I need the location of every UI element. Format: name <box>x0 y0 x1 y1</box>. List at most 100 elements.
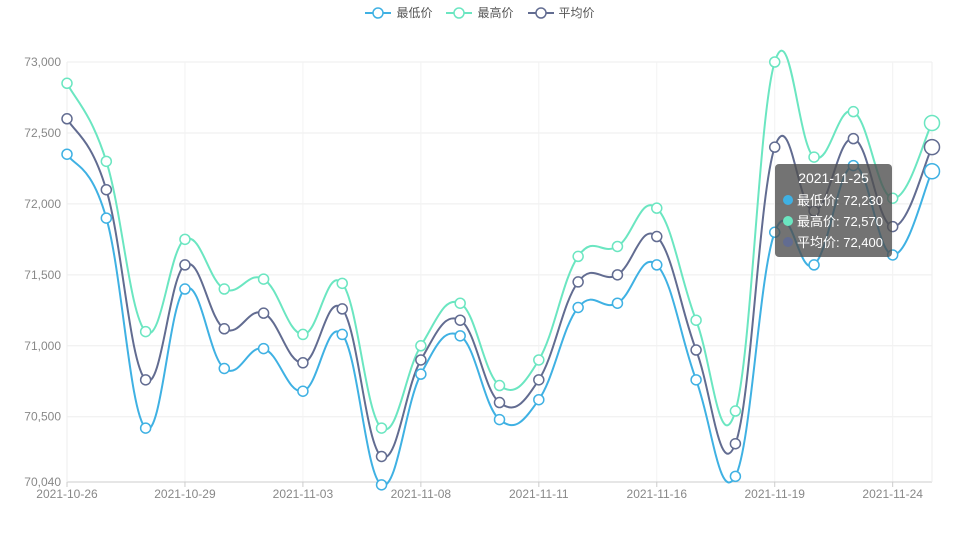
series-line-high <box>66 49 933 431</box>
data-point-high[interactable] <box>257 273 270 285</box>
x-tick-label: 2021-11-08 <box>391 487 452 501</box>
x-tick-label: 2021-10-26 <box>36 487 98 501</box>
tooltip-avg-text: 平均价: 72,400 <box>797 235 883 250</box>
data-point-avg[interactable] <box>572 276 584 288</box>
data-point-high[interactable] <box>179 233 191 246</box>
x-tick-label: 2021-11-19 <box>744 487 805 501</box>
data-point-low[interactable] <box>533 393 545 406</box>
data-point-low[interactable] <box>690 374 702 386</box>
tooltip-low-text: 最低价: 72,230 <box>797 193 883 208</box>
data-point-high[interactable] <box>729 405 742 417</box>
data-point-high[interactable] <box>690 314 702 326</box>
data-point-avg[interactable] <box>179 259 191 271</box>
data-point-low[interactable] <box>651 259 663 271</box>
data-point-low[interactable] <box>923 163 941 180</box>
legend-item-avg[interactable]: 平均价 <box>527 4 595 21</box>
data-point-avg[interactable] <box>847 132 860 145</box>
tooltip-row-high: 最高价: 72,570 <box>783 210 884 231</box>
y-tick-label: 73,000 <box>24 55 61 69</box>
data-point-high[interactable] <box>847 105 860 118</box>
data-point-low[interactable] <box>139 422 152 434</box>
y-tick-label: 71,000 <box>24 339 61 353</box>
data-point-low[interactable] <box>179 283 191 295</box>
series-points <box>61 56 941 491</box>
tooltip-high-dot-icon <box>783 215 793 226</box>
data-point-high[interactable] <box>808 151 820 163</box>
data-point-low[interactable] <box>808 259 820 271</box>
data-point-high[interactable] <box>375 422 388 434</box>
data-point-avg[interactable] <box>923 138 941 156</box>
y-tick-label: 70,500 <box>24 410 61 424</box>
data-point-high[interactable] <box>572 250 584 263</box>
data-point-low[interactable] <box>218 362 231 375</box>
data-point-avg[interactable] <box>139 374 152 386</box>
data-point-high[interactable] <box>923 114 941 132</box>
data-point-high[interactable] <box>768 56 781 68</box>
legend-label-high: 最高价 <box>477 6 514 20</box>
data-point-low[interactable] <box>572 301 584 314</box>
data-point-avg[interactable] <box>611 269 624 281</box>
data-point-avg[interactable] <box>100 183 113 196</box>
x-tick-label: 2021-11-16 <box>627 487 688 501</box>
data-point-avg[interactable] <box>651 230 663 243</box>
data-point-low[interactable] <box>375 479 388 491</box>
y-tick-label: 70,040 <box>24 475 61 489</box>
y-tick-label: 72,000 <box>24 197 61 211</box>
data-point-avg[interactable] <box>375 450 388 463</box>
data-point-low[interactable] <box>336 328 348 341</box>
data-point-low[interactable] <box>100 212 113 224</box>
data-point-low[interactable] <box>61 148 73 160</box>
data-point-avg[interactable] <box>336 303 348 315</box>
tooltip: 2021-11-25 最低价: 72,230 最高价: 72,570 平均价: … <box>775 164 892 257</box>
legend-low-icon <box>365 6 392 19</box>
data-point-avg[interactable] <box>61 113 73 125</box>
data-point-high[interactable] <box>415 340 427 352</box>
legend: 最低价 最高价 平均价 <box>0 4 960 21</box>
tooltip-avg-dot-icon <box>783 236 793 247</box>
data-point-avg[interactable] <box>218 323 231 335</box>
data-point-high[interactable] <box>218 283 231 295</box>
data-point-high[interactable] <box>61 77 73 90</box>
data-point-high[interactable] <box>533 354 545 366</box>
tooltip-low-dot-icon <box>783 194 793 205</box>
data-point-avg[interactable] <box>257 307 270 319</box>
data-point-avg[interactable] <box>297 357 309 369</box>
data-point-low[interactable] <box>415 368 427 380</box>
series-line-avg <box>66 118 933 459</box>
x-tick-label: 2021-11-03 <box>273 487 334 501</box>
data-point-low[interactable] <box>454 330 466 342</box>
data-point-avg[interactable] <box>729 437 742 450</box>
tooltip-high-text: 最高价: 72,570 <box>797 214 883 229</box>
y-tick-label: 71,500 <box>24 268 61 282</box>
x-tick-label: 2021-11-24 <box>862 487 923 501</box>
legend-item-low[interactable]: 最低价 <box>365 4 432 21</box>
tooltip-row-low: 最低价: 72,230 <box>783 189 884 210</box>
x-tick-label: 2021-10-29 <box>154 487 216 501</box>
data-point-high[interactable] <box>651 202 663 214</box>
legend-item-high[interactable]: 最高价 <box>446 4 514 21</box>
x-tick-label: 2021-11-11 <box>509 487 569 501</box>
data-point-high[interactable] <box>297 328 309 341</box>
data-point-high[interactable] <box>139 325 152 338</box>
data-point-low[interactable] <box>729 470 742 483</box>
data-point-avg[interactable] <box>768 141 781 153</box>
tooltip-date: 2021-11-25 <box>798 170 869 186</box>
data-point-high[interactable] <box>336 277 348 290</box>
data-point-low[interactable] <box>297 385 309 397</box>
axes: 73,000 72,500 72,000 71,500 71,000 70,500 70,0… <box>24 55 933 501</box>
tooltip-row-avg: 平均价: 72,400 <box>783 231 884 252</box>
data-point-avg[interactable] <box>454 314 466 326</box>
data-point-high[interactable] <box>493 379 506 392</box>
legend-label-low: 最低价 <box>396 6 433 20</box>
data-point-avg[interactable] <box>415 354 427 366</box>
data-point-low[interactable] <box>493 413 506 426</box>
data-point-avg[interactable] <box>690 344 702 356</box>
data-point-avg[interactable] <box>493 396 506 409</box>
data-point-low[interactable] <box>611 297 624 309</box>
data-point-high[interactable] <box>454 297 466 309</box>
data-point-high[interactable] <box>100 155 113 168</box>
data-point-low[interactable] <box>257 342 270 355</box>
data-point-avg[interactable] <box>533 374 545 386</box>
data-point-high[interactable] <box>611 240 624 253</box>
